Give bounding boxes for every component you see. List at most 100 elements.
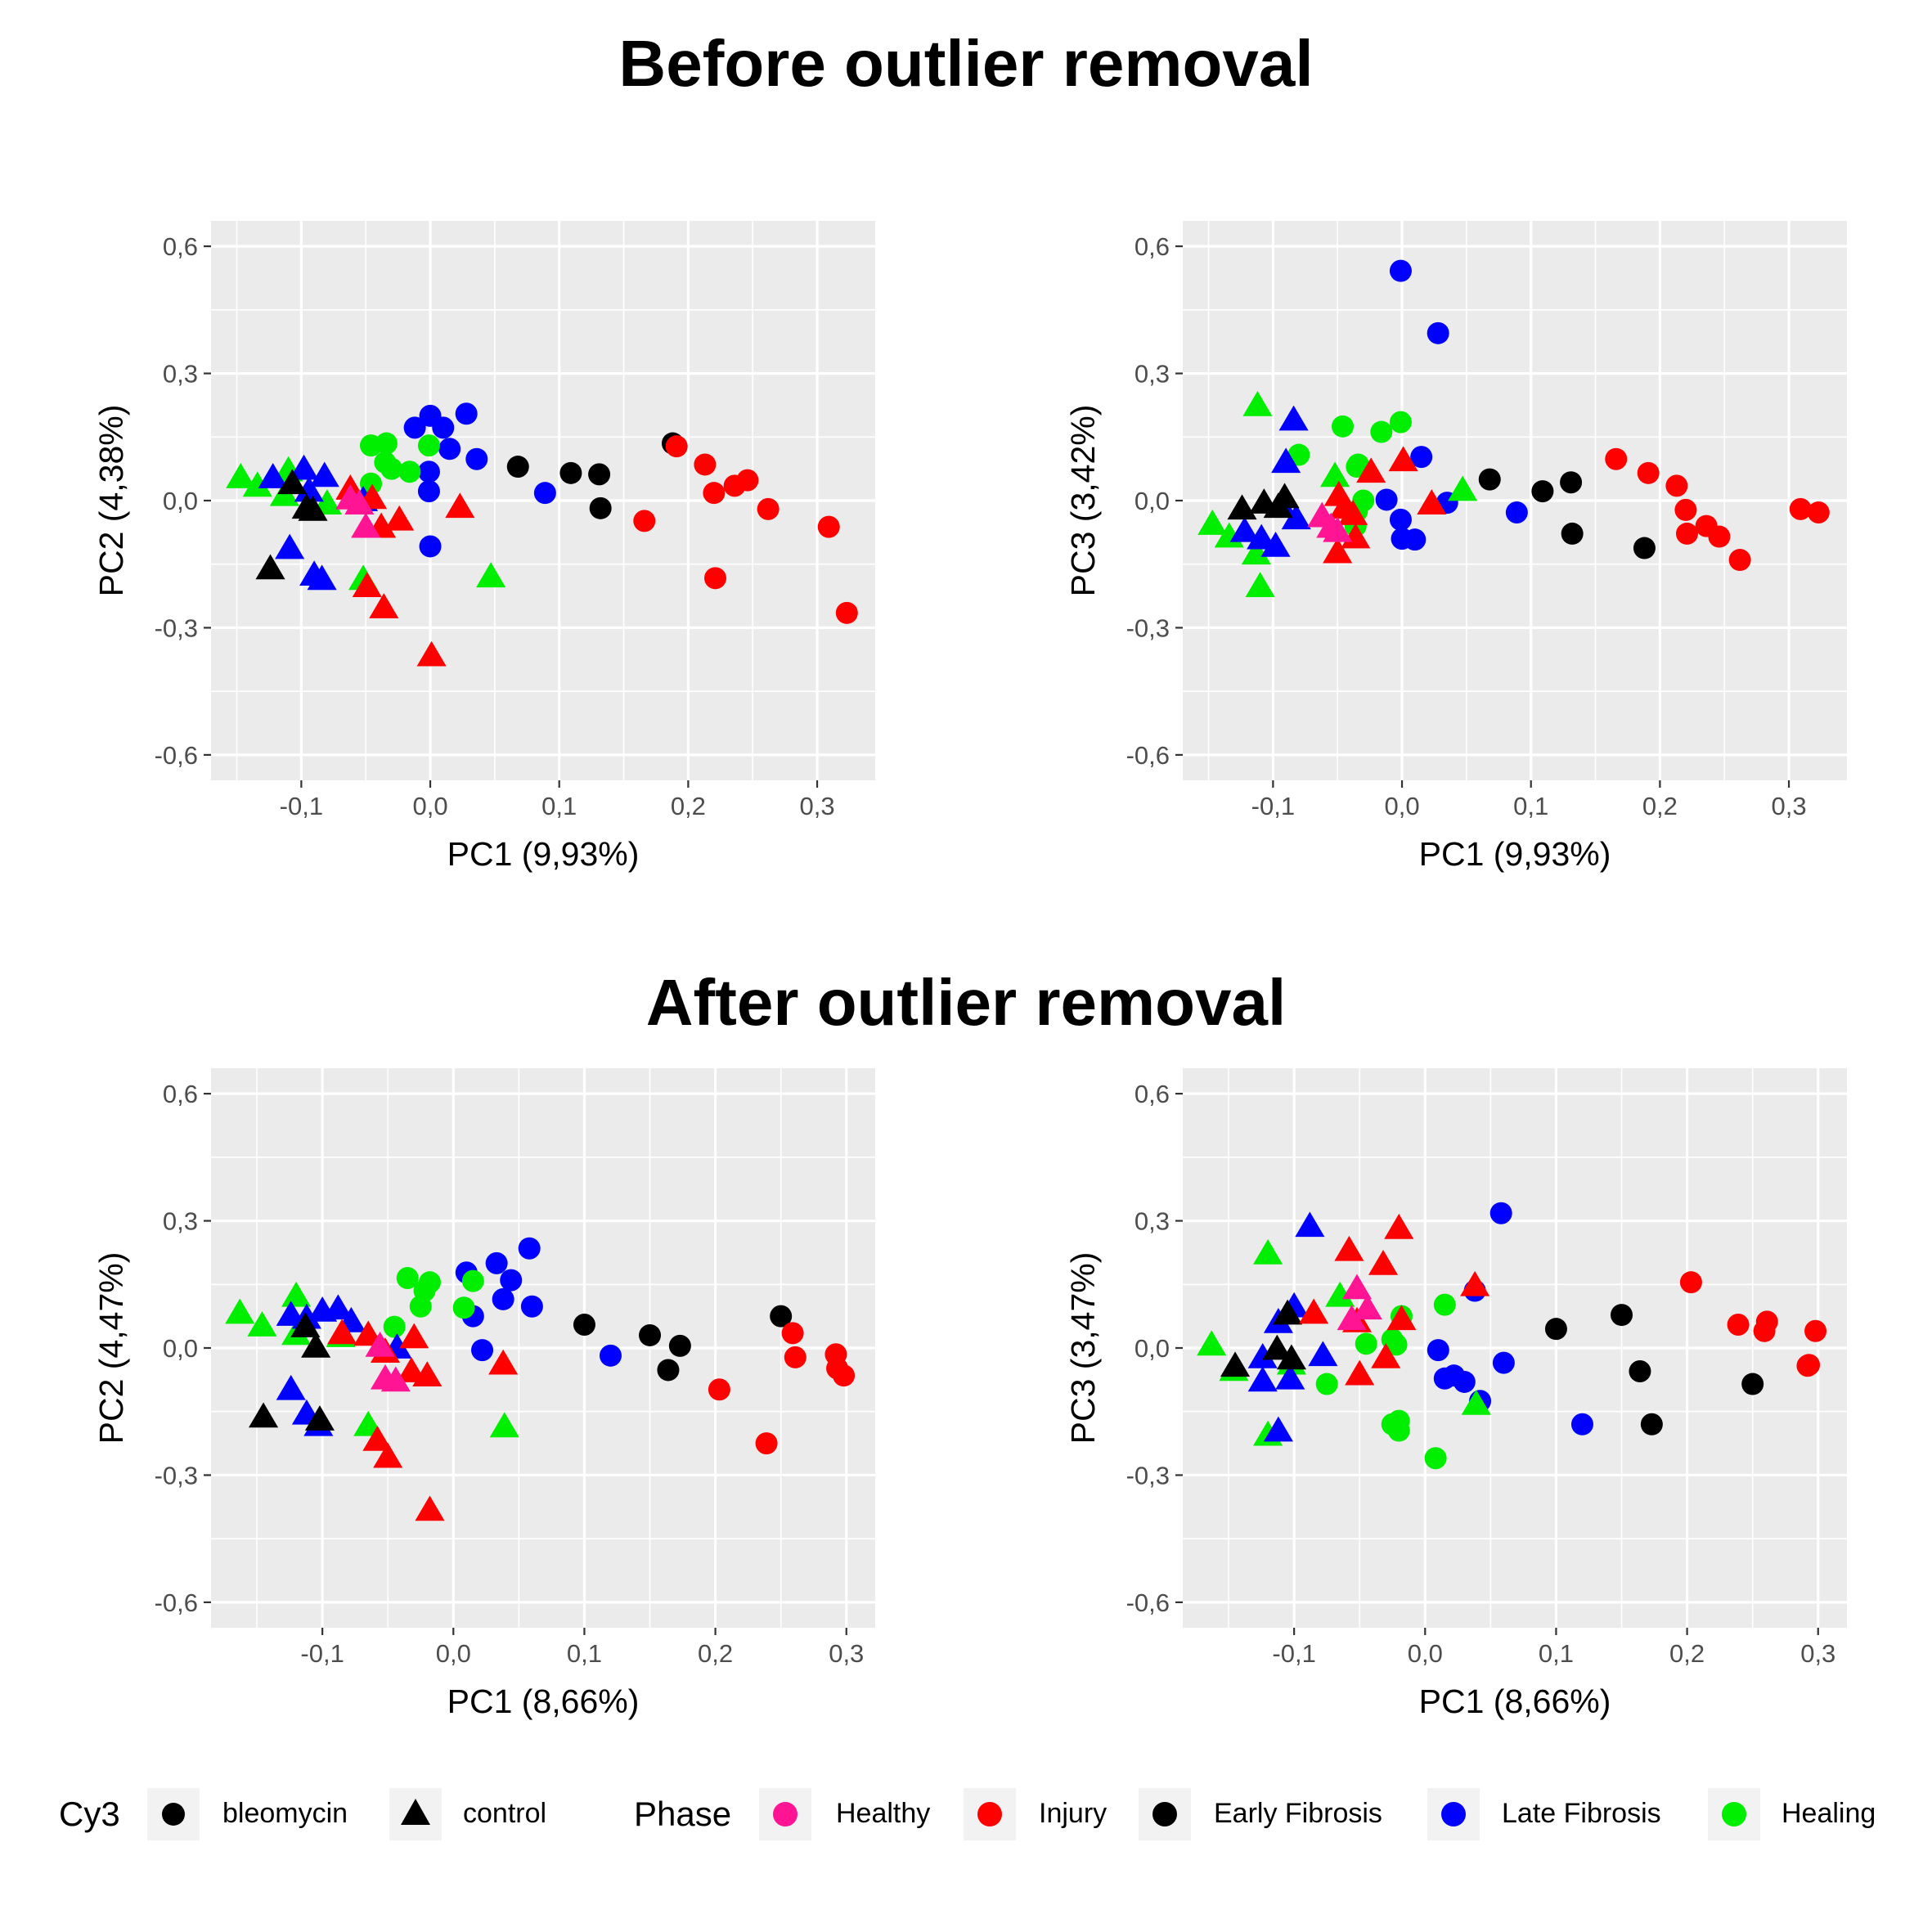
data-point-circle (1433, 1367, 1456, 1390)
legend-label-late-fibrosis: Late Fibrosis (1502, 1798, 1661, 1829)
data-point-circle (755, 1432, 778, 1455)
data-point-circle (757, 497, 780, 520)
data-point-triangle (1220, 1351, 1251, 1377)
y-tick-label: 0,6 (163, 1080, 198, 1108)
data-point-circle (1433, 1293, 1456, 1316)
legend-key-early-fibrosis (1139, 1788, 1191, 1840)
data-point-circle (736, 469, 759, 492)
legend-label-healing: Healing (1781, 1798, 1876, 1829)
data-point-circle (1675, 522, 1698, 545)
data-point-triangle (416, 640, 447, 667)
data-point-circle (1665, 474, 1688, 497)
data-point-triangle (323, 1294, 353, 1320)
data-point-circle (520, 1295, 543, 1318)
x-tick-label: -0,1 (1272, 1639, 1315, 1668)
x-tick-label: 0,0 (436, 1639, 471, 1668)
data-point-circle (1727, 1314, 1750, 1336)
x-tick-label: 0,3 (829, 1639, 864, 1668)
data-point-circle (492, 1287, 514, 1310)
data-point-circle (518, 1237, 541, 1260)
data-point-triangle (352, 572, 382, 598)
data-point-triangle (1295, 1211, 1325, 1238)
data-point-triangle (1247, 1366, 1278, 1392)
data-point-triangle (1460, 1270, 1490, 1296)
data-point-triangle (327, 1319, 357, 1345)
data-point-triangle (344, 489, 375, 514)
data-point-triangle (226, 463, 256, 488)
data-point-triangle (304, 1405, 335, 1431)
data-point-triangle (1323, 537, 1353, 564)
data-point-triangle (1241, 539, 1271, 565)
data-point-triangle (1262, 1334, 1292, 1360)
data-point-triangle (1229, 516, 1260, 542)
data-point-circle (1355, 1332, 1377, 1355)
y-tick-label: 0,3 (1134, 360, 1170, 389)
data-point-circle (461, 1269, 484, 1292)
data-point-circle (1796, 1355, 1819, 1377)
data-point-circle (506, 456, 529, 479)
y-tick-label: 0,0 (163, 487, 198, 515)
legend-label-bleomycin: bleomycin (222, 1798, 348, 1829)
data-point-triangle (294, 476, 324, 502)
y-tick-label: 0,6 (1134, 232, 1170, 261)
data-point-circle (398, 461, 421, 483)
data-point-circle (694, 453, 717, 476)
data-point-triangle (399, 1323, 429, 1349)
x-axis-title: PC1 (8,66%) (1419, 1683, 1611, 1720)
x-tick-label: -0,1 (300, 1639, 344, 1668)
data-point-triangle (369, 593, 399, 618)
data-point-triangle (1281, 504, 1311, 530)
y-tick-label: -0,3 (1126, 613, 1170, 642)
data-point-circle (533, 482, 556, 505)
data-point-circle (781, 1322, 804, 1345)
data-point-circle (1427, 321, 1449, 344)
x-tick-label: 0,3 (799, 792, 834, 820)
data-point-circle (1629, 1360, 1651, 1382)
legend-title-phase: Phase (634, 1795, 732, 1833)
data-point-circle (573, 1314, 595, 1336)
y-tick-label: 0,0 (1134, 487, 1170, 515)
data-point-triangle (1334, 1235, 1364, 1261)
data-point-circle (1424, 1447, 1447, 1470)
data-point-circle (485, 1251, 508, 1274)
x-tick-label: 0,3 (1800, 1639, 1835, 1668)
legend-key-injury (964, 1788, 1016, 1840)
data-point-circle (1404, 528, 1427, 551)
x-tick-label: 0,1 (1513, 792, 1548, 820)
data-point-triangle (309, 461, 339, 487)
data-point-circle (589, 496, 612, 519)
data-point-triangle (255, 554, 285, 580)
data-point-triangle (1368, 1249, 1399, 1275)
legend-key-bleomycin (147, 1788, 200, 1840)
data-point-circle (455, 402, 478, 425)
data-point-triangle (1417, 489, 1447, 514)
data-point-circle (417, 434, 440, 457)
x-tick-label: 0,0 (412, 792, 447, 820)
data-point-triangle (373, 1442, 403, 1468)
x-tick-label: -0,1 (280, 792, 323, 820)
data-point-triangle (1388, 446, 1418, 472)
x-tick-label: 0,0 (1408, 1639, 1443, 1668)
data-point-circle (1728, 549, 1751, 572)
legend-dot-injury (977, 1802, 1002, 1826)
data-point-circle (380, 457, 403, 480)
data-point-triangle (1247, 523, 1277, 550)
data-point-triangle (489, 1412, 519, 1438)
scatter-plot-before-pc3: -0,1 0,0 0,1 0,2 0,3 -0,6 -0,3 0,0 0,3 0,6 PC1 (9,… (1064, 221, 1847, 873)
x-tick-label: 0,2 (671, 792, 706, 820)
data-point-circle (639, 1323, 662, 1346)
data-point-circle (1375, 488, 1398, 511)
data-point-circle (1611, 1304, 1633, 1327)
legend-label-healthy: Healthy (836, 1798, 931, 1829)
data-point-circle (403, 416, 426, 439)
data-point-circle (409, 1295, 432, 1318)
data-point-circle (1560, 471, 1583, 494)
data-point-circle (1410, 446, 1433, 469)
data-point-circle (1679, 1271, 1702, 1294)
data-point-circle (417, 480, 440, 503)
data-point-circle (633, 510, 656, 532)
y-tick-label: 0,0 (163, 1334, 198, 1363)
data-point-circle (1674, 498, 1697, 521)
x-tick-label: 0,2 (1642, 792, 1678, 820)
data-point-triangle (384, 505, 415, 531)
